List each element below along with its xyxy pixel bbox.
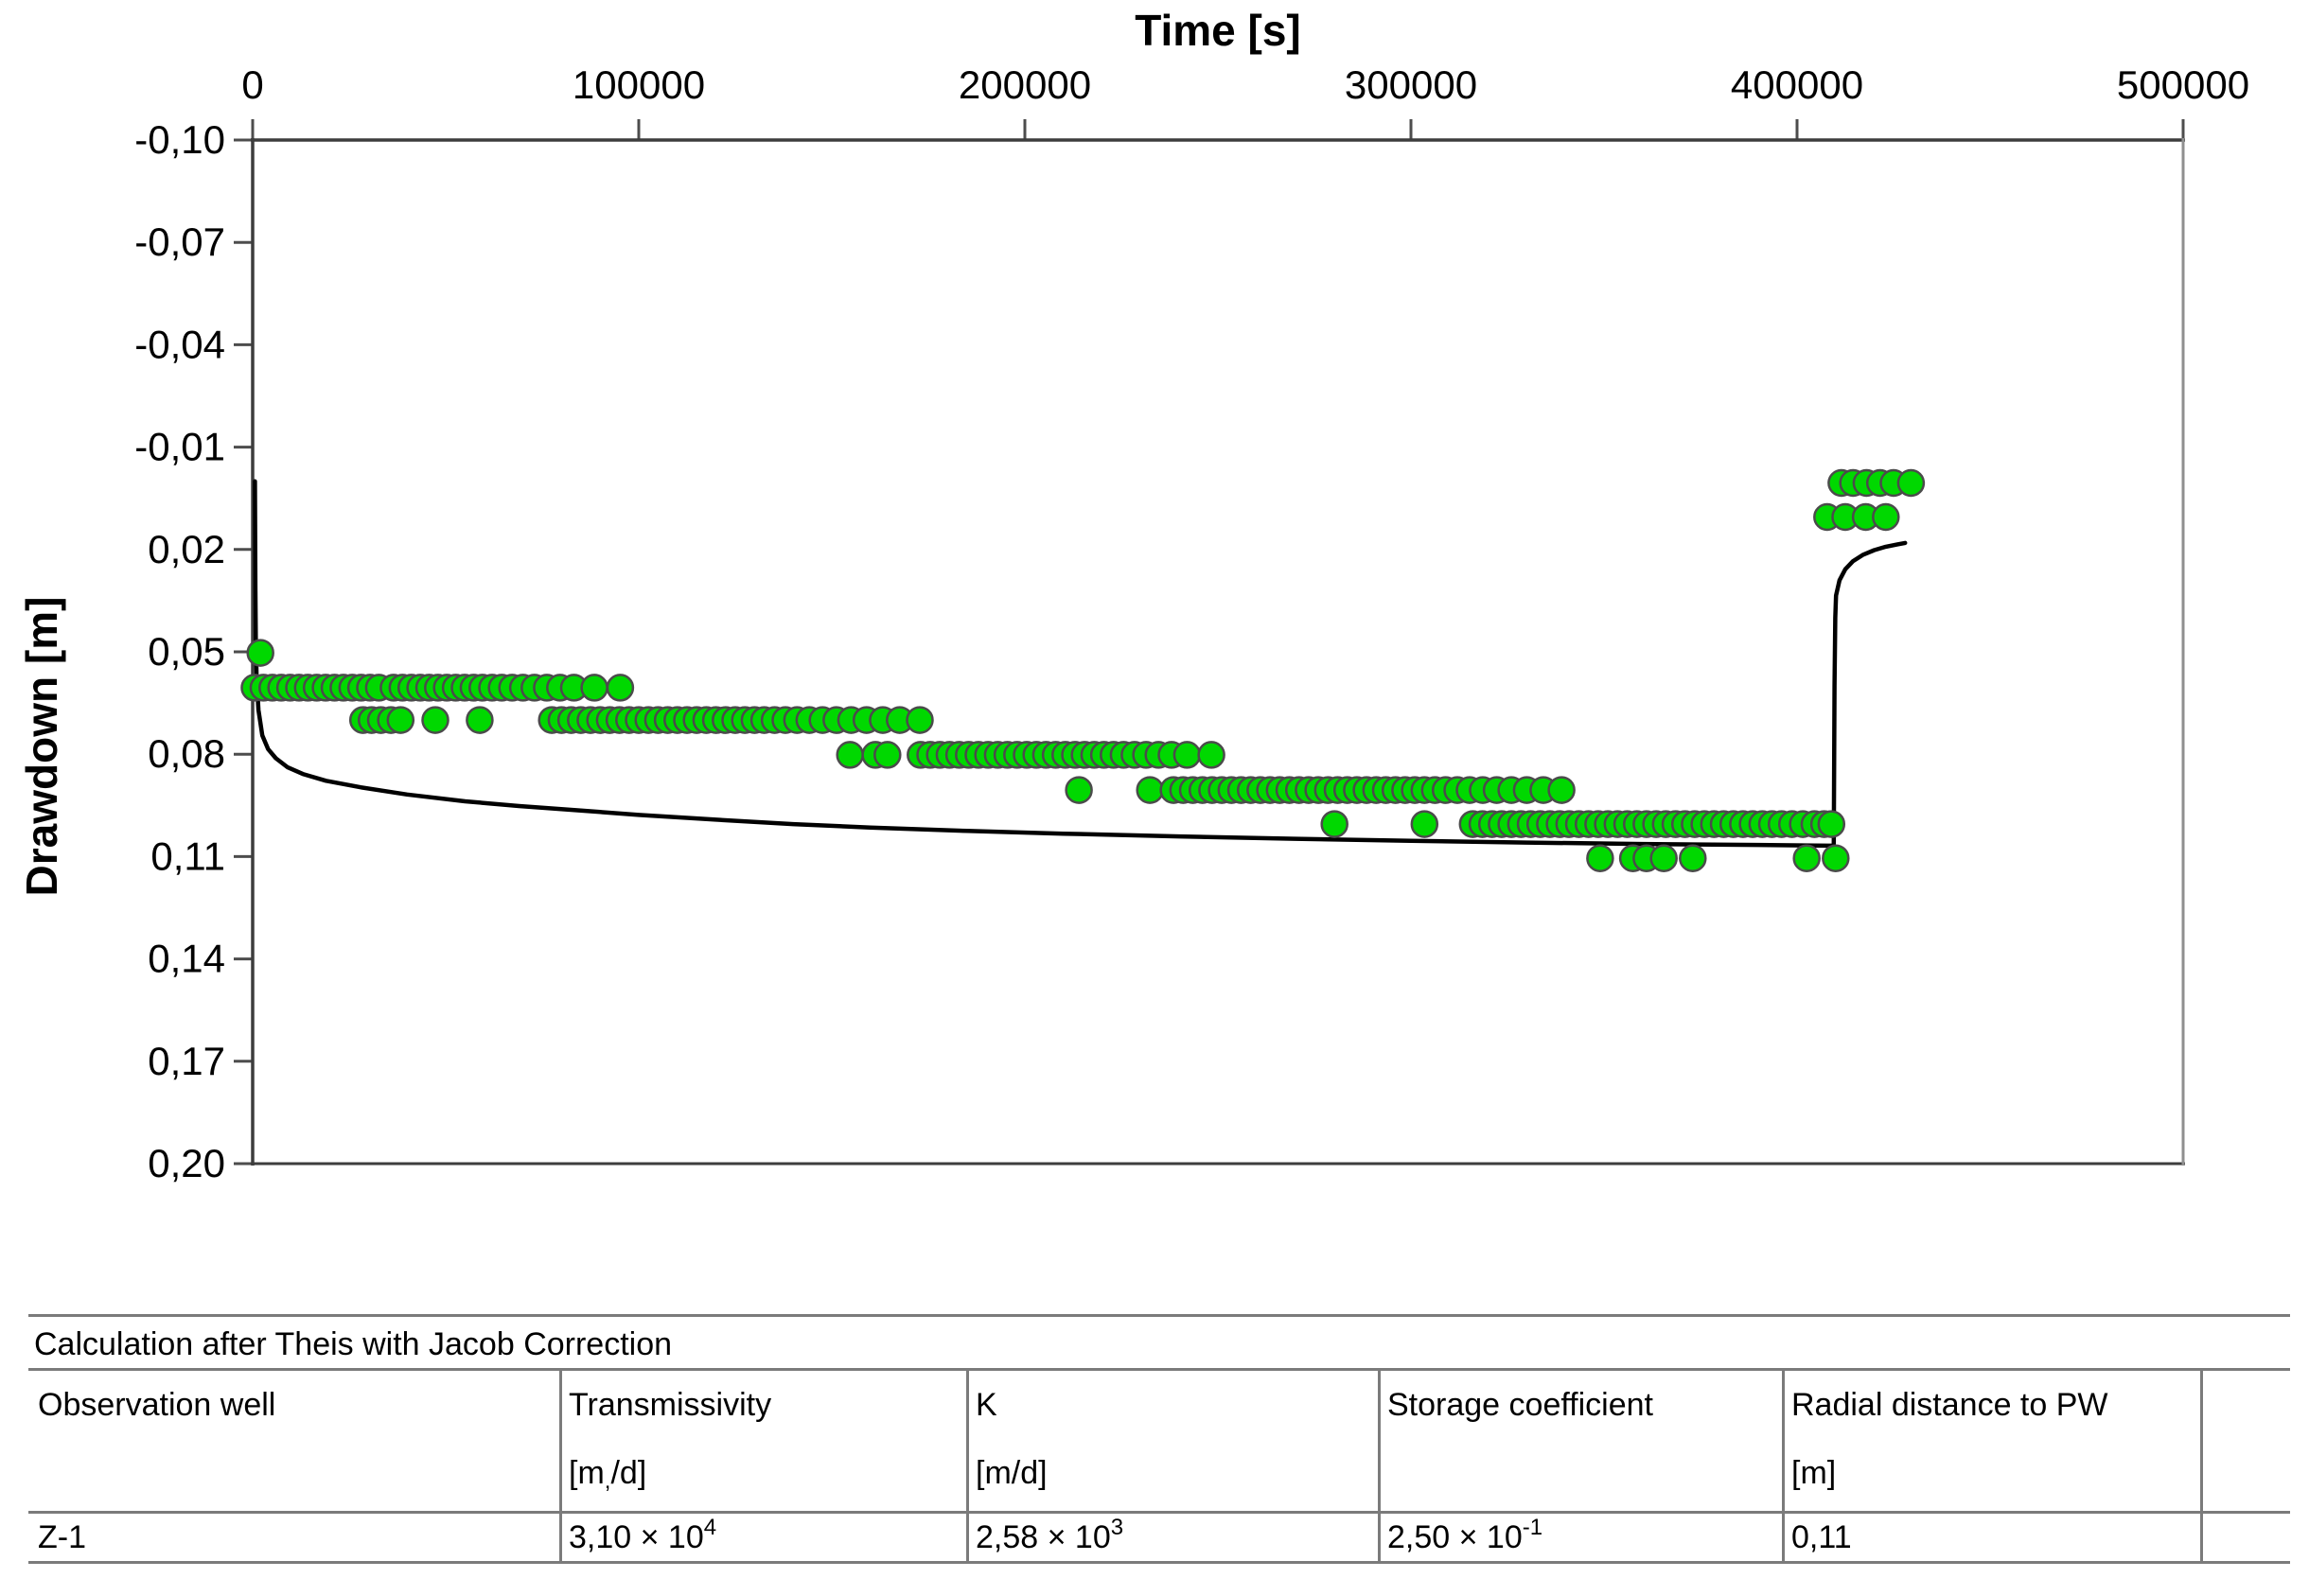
data-point: [421, 706, 449, 734]
table-top-rule: [28, 1314, 2290, 1317]
value-exponent: 4: [703, 1515, 717, 1540]
data-point: [1197, 741, 1225, 769]
y-axis-tick-label: 0,17: [148, 1039, 225, 1083]
data-point: [580, 674, 608, 702]
unit-text: /d]: [610, 1455, 647, 1491]
unit-k: [m/d]: [976, 1455, 1048, 1491]
data-point: [1547, 776, 1576, 804]
data-point: [1792, 844, 1821, 872]
y-axis-tick-label: 0,20: [148, 1141, 225, 1185]
fitted-curve: [253, 479, 1908, 849]
col-header-transmissivity: Transmissivity: [569, 1387, 772, 1423]
data-point: [1896, 468, 1926, 498]
y-axis-tick-label: 0,08: [148, 731, 225, 776]
data-point: [386, 706, 415, 734]
data-point: [1817, 810, 1846, 838]
unit-subscript: ,: [604, 1468, 611, 1494]
y-axis-tick-label: 0,02: [148, 527, 225, 571]
data-point: [1065, 776, 1093, 804]
y-axis-tick-label: -0,01: [134, 425, 225, 469]
y-axis-tick-label: 0,11: [150, 833, 225, 878]
x-axis-title: Time [s]: [1135, 6, 1301, 55]
data-point: [466, 706, 494, 734]
value-exponent: 3: [1110, 1515, 1124, 1540]
data-point: [906, 706, 934, 734]
table-bottom-rule: [28, 1561, 2290, 1564]
data-point: [1136, 776, 1164, 804]
data-point: [1822, 844, 1850, 872]
cell-transmissivity: 3,10 × 104: [569, 1515, 716, 1556]
unit-transmissivity: [m,/d]: [569, 1455, 646, 1495]
y-axis-tick-label: -0,04: [134, 322, 225, 366]
y-axis-title: Drawdown [m]: [17, 597, 66, 897]
cell-storage-coefficient: 2,50 × 10-1: [1387, 1515, 1542, 1556]
cell-radial-distance: 0,11: [1791, 1519, 1852, 1555]
data-point: [1320, 810, 1348, 838]
column-divider: [1378, 1368, 1381, 1564]
table-header-rule: [28, 1368, 2290, 1371]
value-base: 3,10 × 10: [569, 1519, 704, 1555]
data-point: [1649, 844, 1678, 872]
data-point: [1410, 810, 1439, 838]
x-axis-tick-label: 500000: [2117, 62, 2249, 107]
table-title: Calculation after Theis with Jacob Corre…: [34, 1326, 673, 1362]
drawdown-time-chart: Time [s] Drawdown [m] 0 100000 200000 300000 4…: [17, 6, 2249, 1185]
y-axis-tick-label: -0,07: [134, 219, 225, 264]
data-point: [873, 741, 902, 769]
data-point: [1679, 844, 1707, 872]
data-point: [606, 674, 635, 702]
value-exponent: -1: [1522, 1515, 1543, 1540]
cell-observation-well: Z-1: [38, 1519, 86, 1555]
table-body-rule: [28, 1511, 2290, 1514]
x-axis-tick-label: 200000: [959, 62, 1091, 107]
column-divider: [966, 1368, 969, 1564]
data-point: [1172, 741, 1202, 769]
cell-k: 2,58 × 103: [976, 1515, 1123, 1556]
x-axis-tick-label: 300000: [1345, 62, 1477, 107]
column-divider: [559, 1368, 562, 1564]
x-axis-tick-label: 0: [241, 62, 263, 107]
x-axis-tick-label: 400000: [1731, 62, 1863, 107]
col-header-radial-distance: Radial distance to PW: [1791, 1387, 2108, 1423]
data-point: [246, 639, 274, 667]
col-header-storage-coefficient: Storage coefficient: [1387, 1387, 1653, 1423]
unit-radial-distance: [m]: [1791, 1455, 1837, 1491]
x-axis-tick-label: 100000: [573, 62, 705, 107]
col-header-observation-well: Observation well: [38, 1387, 276, 1423]
data-point: [836, 741, 864, 769]
value-base: 2,50 × 10: [1387, 1519, 1523, 1555]
column-divider: [2200, 1368, 2203, 1564]
y-axis-tick-label: 0,14: [148, 937, 225, 981]
data-point: [1872, 502, 1900, 532]
column-divider: [1782, 1368, 1785, 1564]
col-header-k: K: [976, 1387, 997, 1423]
unit-text: [m: [569, 1455, 605, 1491]
y-axis-tick-label: 0,05: [148, 629, 225, 674]
y-axis-tick-label: -0,10: [134, 117, 225, 162]
value-base: 2,58 × 10: [976, 1519, 1111, 1555]
data-point: [1586, 844, 1614, 872]
